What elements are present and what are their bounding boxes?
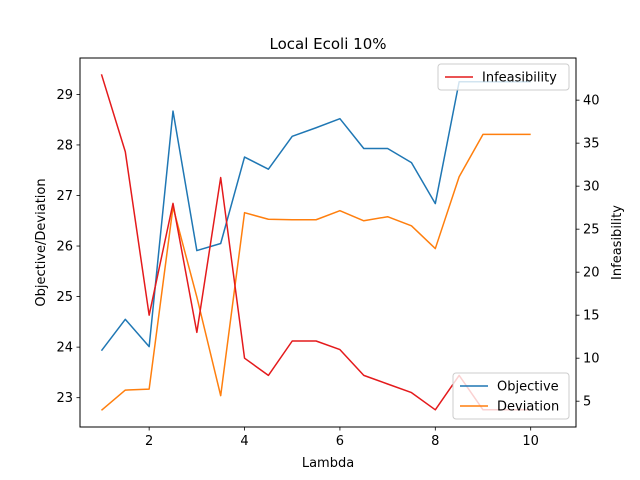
legend-label-infeasibility: Infeasibility [482, 71, 557, 86]
axes-layer [79, 57, 577, 428]
y-right-tick-label: 30 [583, 180, 600, 195]
x-tick-label: 10 [522, 434, 539, 449]
y-axis-right: 5 10 15 20 25 30 35 40 [576, 94, 600, 410]
legends: Infeasibility Objective Deviation [437, 63, 570, 420]
y-right-tick-label: 25 [583, 223, 600, 238]
y-right-tick-label: 20 [583, 266, 600, 281]
y-left-tick-label: 25 [56, 290, 73, 305]
y-axis-left-label: Objective/Deviation [34, 178, 49, 306]
y-right-tick-label: 15 [583, 309, 600, 324]
y-right-tick-label: 5 [583, 395, 591, 410]
x-axis-label: Lambda [302, 456, 354, 471]
chart-title: Local Ecoli 10% [270, 35, 387, 53]
x-axis: 2 4 6 8 10 [145, 427, 539, 449]
legend-label-objective: Objective [497, 380, 559, 395]
x-tick-label: 6 [336, 434, 344, 449]
legend-label-deviation: Deviation [497, 400, 559, 415]
plot-frame [79, 57, 577, 428]
y-axis-left: 23 24 25 26 27 28 29 [56, 88, 80, 406]
y-axis-right-label: Infeasibility [610, 205, 625, 280]
y-right-tick-label: 35 [583, 137, 600, 152]
x-tick-label: 2 [145, 434, 153, 449]
y-right-tick-label: 40 [583, 94, 600, 109]
legend-infeasibility [437, 63, 570, 91]
y-left-tick-label: 28 [56, 138, 73, 153]
y-left-tick-label: 29 [56, 88, 73, 103]
x-tick-label: 8 [431, 434, 439, 449]
y-right-tick-label: 10 [583, 352, 600, 367]
y-left-tick-label: 24 [56, 341, 73, 356]
x-tick-label: 4 [240, 434, 248, 449]
y-left-tick-label: 27 [56, 189, 73, 204]
y-left-tick-label: 26 [56, 240, 73, 255]
y-left-tick-label: 23 [56, 391, 73, 406]
legend-objective-deviation [452, 372, 570, 420]
